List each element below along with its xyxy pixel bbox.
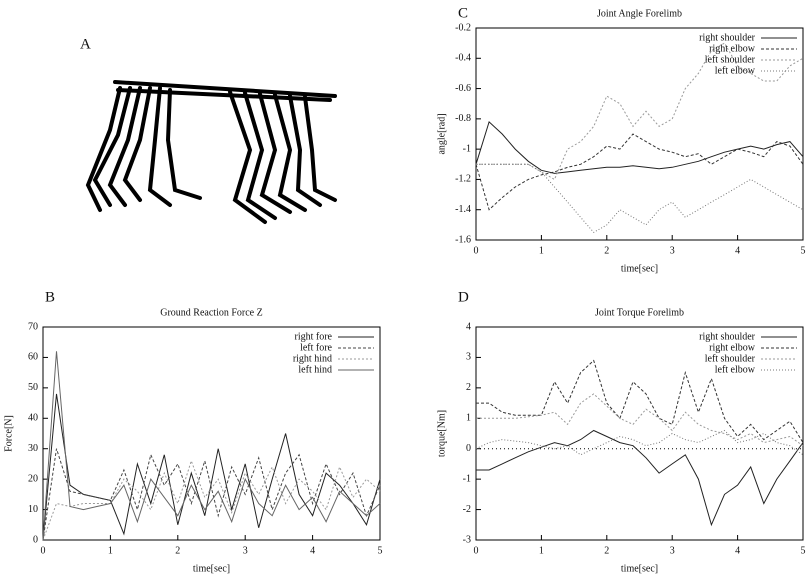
- x-tick-label: 5: [378, 545, 383, 556]
- legend-label: left hind: [298, 364, 332, 375]
- series-line: [475, 429, 804, 456]
- legend-label: right elbow: [709, 43, 756, 54]
- legend-label: left elbow: [715, 364, 756, 375]
- legend-label: left elbow: [715, 65, 756, 76]
- y-axis-label: Force[N]: [3, 415, 14, 452]
- panel-label: A: [80, 36, 91, 52]
- series-line: [476, 429, 804, 527]
- panel-label: B: [45, 289, 55, 305]
- x-tick-label: 1: [539, 245, 544, 256]
- legend-label: right hind: [293, 353, 332, 364]
- x-tick-label: 5: [801, 545, 806, 556]
- y-tick-label: 40: [28, 413, 38, 424]
- legend-label: right fore: [295, 331, 333, 342]
- x-tick-label: 0: [474, 545, 479, 556]
- y-tick-label: 4: [466, 321, 471, 332]
- y-tick-label: -0.8: [455, 113, 471, 124]
- x-axis-label: time[sec]: [621, 563, 658, 574]
- x-tick-label: 0: [41, 545, 46, 556]
- x-tick-label: 1: [108, 545, 113, 556]
- y-tick-label: -1: [463, 473, 471, 484]
- x-tick-label: 4: [735, 245, 740, 256]
- x-tick-label: 3: [670, 545, 675, 556]
- y-tick-label: 70: [28, 321, 38, 332]
- y-tick-label: 10: [28, 504, 38, 515]
- y-tick-label: 1: [466, 413, 471, 424]
- x-tick-label: 1: [539, 545, 544, 556]
- series-line: [476, 163, 804, 234]
- y-tick-label: 60: [28, 352, 38, 363]
- x-tick-label: 3: [243, 545, 248, 556]
- y-tick-label: -0.6: [455, 83, 471, 94]
- y-tick-label: -0.4: [455, 53, 471, 64]
- chart-title: Joint Torque Forelimb: [595, 307, 684, 318]
- y-tick-label: 2: [466, 382, 471, 393]
- legend-label: left fore: [300, 342, 332, 353]
- plot-frame: [475, 27, 804, 241]
- y-tick-label: 0: [33, 534, 38, 545]
- legend-label: left shoulder: [705, 353, 756, 364]
- series-line: [475, 120, 804, 174]
- x-tick-label: 0: [474, 245, 479, 256]
- y-tick-label: 50: [28, 382, 38, 393]
- series-line: [476, 359, 804, 443]
- y-tick-label: 20: [28, 473, 38, 484]
- y-tick-label: -3: [463, 534, 471, 545]
- y-tick-label: -2: [463, 504, 471, 515]
- plot-frame: [475, 326, 804, 541]
- panel-label: D: [458, 289, 469, 305]
- legend-label: left shoulder: [705, 54, 756, 65]
- legend-label: right shoulder: [699, 32, 755, 43]
- series-line: [476, 42, 804, 181]
- x-tick-label: 2: [604, 245, 609, 256]
- y-tick-label: -1.6: [455, 234, 471, 245]
- y-tick-label: -1: [463, 143, 471, 154]
- y-axis-label: angle[rad]: [436, 113, 447, 154]
- y-tick-label: 3: [466, 352, 471, 363]
- y-axis-label: torque[Nm]: [436, 410, 447, 457]
- chart-title: Ground Reaction Force Z: [160, 307, 262, 318]
- series-line: [42, 459, 381, 541]
- series-line: [42, 351, 381, 541]
- plot-frame: [42, 326, 381, 541]
- x-axis-label: time[sec]: [193, 563, 230, 574]
- y-tick-label: 30: [28, 443, 38, 454]
- x-tick-label: 2: [604, 545, 609, 556]
- series-line: [42, 448, 381, 541]
- x-tick-label: 4: [310, 545, 315, 556]
- chart-title: Joint Angle Forelimb: [597, 8, 682, 19]
- x-axis-label: time[sec]: [621, 263, 658, 274]
- y-tick-label: 0: [466, 443, 471, 454]
- series-line: [475, 133, 804, 211]
- stick-figure: [85, 80, 337, 224]
- x-tick-label: 4: [735, 545, 740, 556]
- series-line: [476, 393, 804, 447]
- x-tick-label: 3: [670, 245, 675, 256]
- panel-label: C: [458, 5, 468, 21]
- legend-label: right shoulder: [699, 331, 755, 342]
- x-tick-label: 5: [801, 245, 806, 256]
- series-line: [42, 393, 381, 541]
- y-tick-label: -1.2: [455, 174, 471, 185]
- y-tick-label: -0.2: [455, 22, 471, 33]
- legend-label: right elbow: [709, 342, 756, 353]
- y-tick-label: -1.4: [455, 204, 471, 215]
- x-tick-label: 2: [175, 545, 180, 556]
